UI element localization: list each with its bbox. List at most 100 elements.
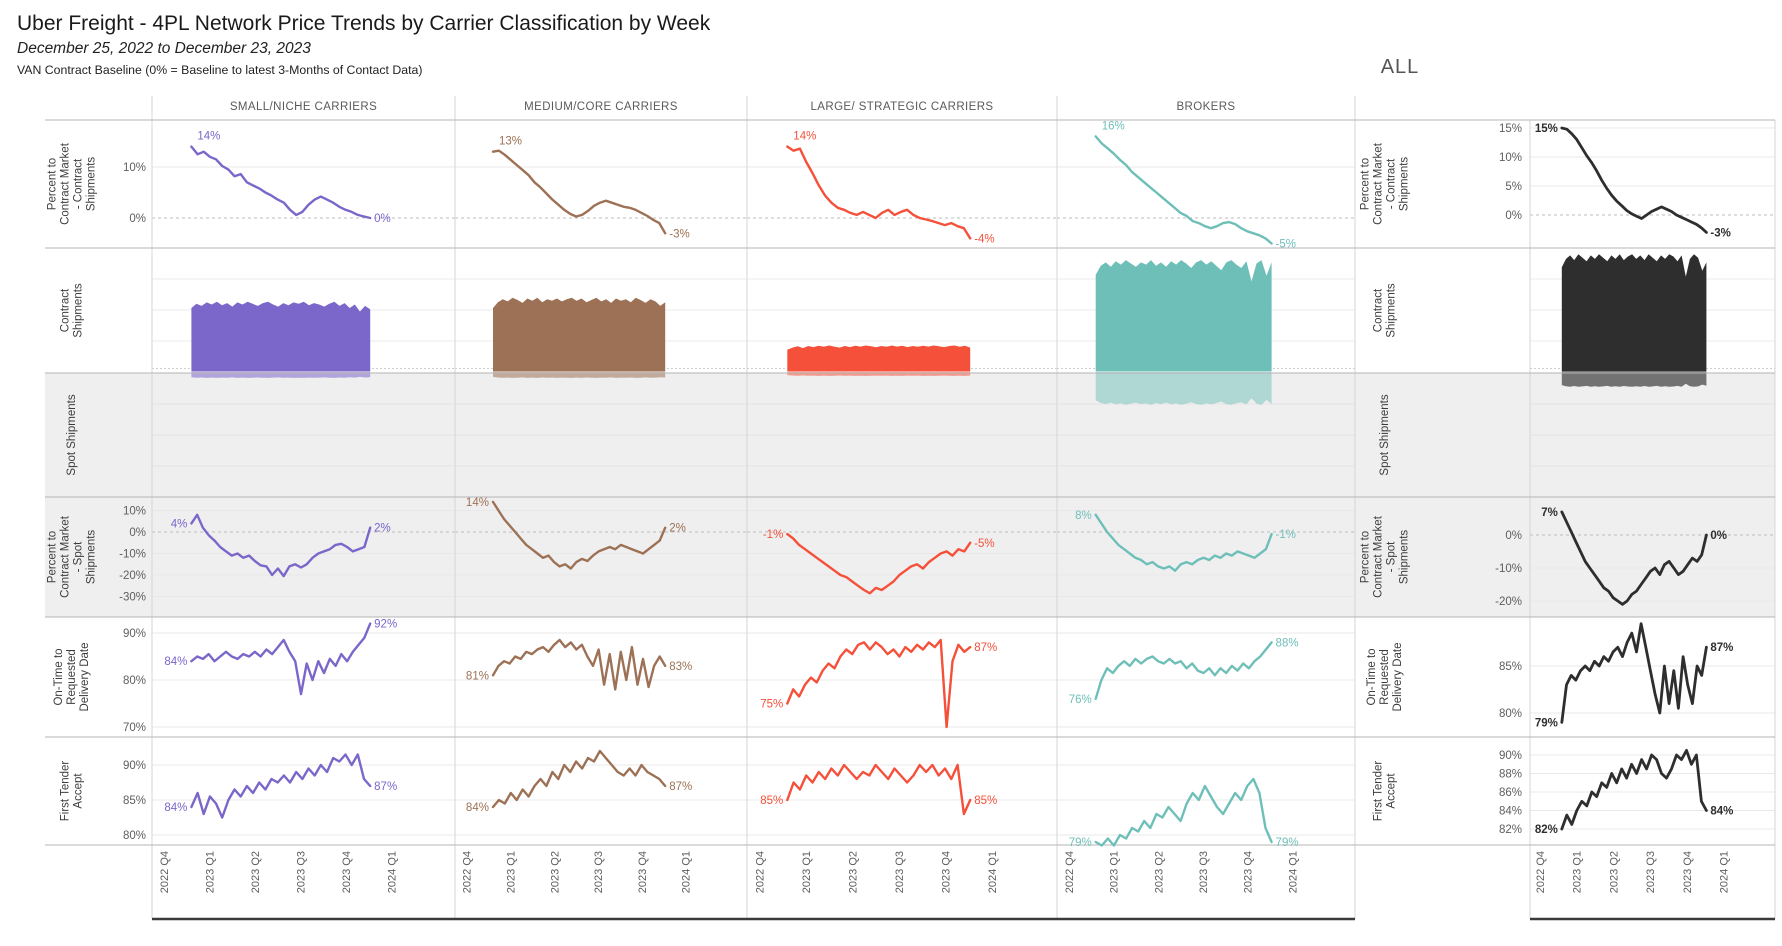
column-header-medium: MEDIUM/CORE CARRIERS bbox=[524, 101, 678, 113]
x-tick-label: 2024 Q1 bbox=[1287, 851, 1299, 893]
series-line-first_tender_accept-brokers bbox=[1094, 777, 1273, 847]
row-label-first_tender_accept: First TenderAccept bbox=[60, 761, 85, 822]
series-line-pct_to_contract_market_spot_shipments-small bbox=[190, 513, 372, 578]
row-label-on_time_to_requested_delivery_date: On-Time toRequestedDelivery Date bbox=[53, 642, 91, 711]
y-tick-label: 10% bbox=[123, 162, 146, 174]
series-line-pct_to_contract_market_spot_shipments-large bbox=[786, 532, 972, 595]
last-value-label-pct_to_contract_market_spot_shipments-brokers: -1% bbox=[1276, 529, 1296, 541]
first-value-label-on_time_to_requested_delivery_date-brokers: 76% bbox=[1069, 694, 1092, 706]
x-tick-label: 2024 Q1 bbox=[681, 851, 693, 893]
series-line-pct_to_contract_market_contract_shipments-medium bbox=[491, 149, 667, 235]
y-tick-label-all: 5% bbox=[1505, 181, 1522, 193]
area-spot-overflow-brokers bbox=[1095, 371, 1272, 405]
area-spot-overflow-small bbox=[191, 371, 371, 378]
x-tick-label: 2023 Q3 bbox=[894, 851, 906, 893]
x-tick-label: 2023 Q3 bbox=[593, 851, 605, 893]
first-value-label-pct_to_contract_market_spot_shipments-all: 7% bbox=[1541, 507, 1558, 519]
first-value-label-first_tender_accept-medium: 84% bbox=[466, 802, 489, 814]
all-row-label-first_tender_accept: First TenderAccept bbox=[1373, 761, 1398, 822]
y-tick-label-all: -20% bbox=[1495, 596, 1522, 608]
last-value-label-on_time_to_requested_delivery_date-brokers: 88% bbox=[1276, 637, 1299, 649]
x-tick-label: 2023 Q3 bbox=[1198, 851, 1210, 893]
series-line-on_time_to_requested_delivery_date-brokers bbox=[1094, 641, 1273, 700]
area-contract-shipments-small bbox=[191, 301, 371, 371]
first-value-label-pct_to_contract_market_spot_shipments-medium: 14% bbox=[466, 497, 489, 509]
series-line-pct_to_contract_market_contract_shipments-small bbox=[190, 145, 372, 220]
first-value-label-first_tender_accept-small: 84% bbox=[164, 802, 187, 814]
series-line-on_time_to_requested_delivery_date-small bbox=[190, 622, 372, 696]
y-tick-label: -20% bbox=[119, 570, 146, 582]
y-tick-label-all: -10% bbox=[1495, 563, 1522, 575]
last-value-label-first_tender_accept-all: 84% bbox=[1710, 806, 1733, 818]
last-value-label-on_time_to_requested_delivery_date-large: 87% bbox=[974, 642, 997, 654]
y-tick-label-all: 88% bbox=[1499, 769, 1522, 781]
x-tick-label: 2022 Q4 bbox=[754, 851, 766, 893]
x-tick-label: 2024 Q1 bbox=[1719, 851, 1731, 893]
series-line-on_time_to_requested_delivery_date-medium bbox=[491, 638, 667, 691]
x-tick-label: 2023 Q1 bbox=[205, 851, 217, 893]
first-value-label-pct_to_contract_market_contract_shipments-small: 14% bbox=[197, 131, 220, 143]
area-contract-shipments-brokers bbox=[1095, 260, 1272, 371]
x-tick-label: 2023 Q1 bbox=[1109, 851, 1121, 893]
x-tick-label: 2023 Q1 bbox=[1572, 851, 1584, 893]
first-value-label-pct_to_contract_market_contract_shipments-brokers: 16% bbox=[1102, 120, 1125, 132]
area-contract-shipments-large bbox=[787, 345, 971, 371]
first-value-label-pct_to_contract_market_contract_shipments-medium: 13% bbox=[499, 136, 522, 148]
last-value-label-on_time_to_requested_delivery_date-small: 92% bbox=[374, 619, 397, 631]
last-value-label-pct_to_contract_market_spot_shipments-small: 2% bbox=[374, 523, 391, 535]
area-spot-overflow-all bbox=[1561, 371, 1707, 387]
x-tick-label: 2022 Q4 bbox=[159, 851, 171, 893]
last-value-label-first_tender_accept-small: 87% bbox=[374, 781, 397, 793]
x-tick-label: 2023 Q2 bbox=[1153, 851, 1165, 893]
area-contract-shipments-medium bbox=[493, 297, 666, 371]
y-tick-label-all: 82% bbox=[1499, 824, 1522, 836]
spot-rows-band bbox=[45, 373, 1775, 617]
series-line-pct_to_contract_market_spot_shipments-brokers bbox=[1094, 513, 1273, 572]
y-tick-label-all: 84% bbox=[1499, 806, 1522, 818]
column-header-small: SMALL/NICHE CARRIERS bbox=[229, 101, 378, 113]
series-line-pct_to_contract_market_contract_shipments-all bbox=[1560, 126, 1708, 234]
y-tick-label: 70% bbox=[123, 722, 146, 734]
first-value-label-pct_to_contract_market_contract_shipments-large: 14% bbox=[793, 131, 816, 143]
last-value-label-pct_to_contract_market_contract_shipments-brokers: -5% bbox=[1276, 239, 1296, 251]
last-value-label-first_tender_accept-large: 85% bbox=[974, 795, 997, 807]
series-line-first_tender_accept-all bbox=[1560, 749, 1708, 831]
series-line-first_tender_accept-large bbox=[786, 763, 972, 816]
series-line-on_time_to_requested_delivery_date-all bbox=[1560, 622, 1708, 724]
first-value-label-on_time_to_requested_delivery_date-medium: 81% bbox=[466, 670, 489, 682]
x-tick-label: 2024 Q1 bbox=[386, 851, 398, 893]
y-tick-label: 0% bbox=[129, 527, 146, 539]
x-tick-label: 2023 Q2 bbox=[250, 851, 262, 893]
first-value-label-first_tender_accept-large: 85% bbox=[760, 795, 783, 807]
area-spot-overflow-medium bbox=[493, 371, 666, 378]
page-subtitle: December 25, 2022 to December 23, 2023 bbox=[17, 40, 311, 57]
y-tick-label-all: 85% bbox=[1499, 661, 1522, 673]
y-tick-label: 10% bbox=[123, 506, 146, 518]
x-tick-label: 2023 Q4 bbox=[940, 851, 952, 893]
last-value-label-pct_to_contract_market_spot_shipments-all: 0% bbox=[1710, 530, 1727, 542]
y-tick-label: -10% bbox=[119, 549, 146, 561]
y-tick-label: 90% bbox=[123, 760, 146, 772]
page-title: Uber Freight - 4PL Network Price Trends … bbox=[17, 12, 711, 35]
x-tick-label: 2023 Q4 bbox=[341, 851, 353, 893]
y-tick-label: 80% bbox=[123, 675, 146, 687]
series-line-pct_to_contract_market_spot_shipments-all bbox=[1560, 510, 1708, 606]
last-value-label-on_time_to_requested_delivery_date-medium: 83% bbox=[669, 661, 692, 673]
last-value-label-pct_to_contract_market_contract_shipments-medium: -3% bbox=[669, 228, 689, 240]
all-row-label-spot_shipments: Spot Shipments bbox=[1379, 394, 1391, 475]
last-value-label-first_tender_accept-medium: 87% bbox=[669, 781, 692, 793]
y-tick-label: 90% bbox=[123, 628, 146, 640]
baseline-note: VAN Contract Baseline (0% = Baseline to … bbox=[17, 63, 423, 77]
x-tick-label: 2023 Q2 bbox=[549, 851, 561, 893]
row-label-pct_to_contract_market_spot_shipments: Percent toContract Market- SpotShipments bbox=[47, 515, 98, 598]
row-label-contract_shipments: ContractShipments bbox=[60, 283, 85, 338]
x-tick-label: 2023 Q3 bbox=[1645, 851, 1657, 893]
x-tick-label: 2023 Q4 bbox=[1243, 851, 1255, 893]
area-contract-shipments-all bbox=[1561, 254, 1707, 371]
y-tick-label-all: 0% bbox=[1505, 530, 1522, 542]
first-value-label-pct_to_contract_market_spot_shipments-small: 4% bbox=[171, 518, 188, 530]
y-tick-label: 85% bbox=[123, 795, 146, 807]
row-label-spot_shipments: Spot Shipments bbox=[66, 394, 78, 475]
